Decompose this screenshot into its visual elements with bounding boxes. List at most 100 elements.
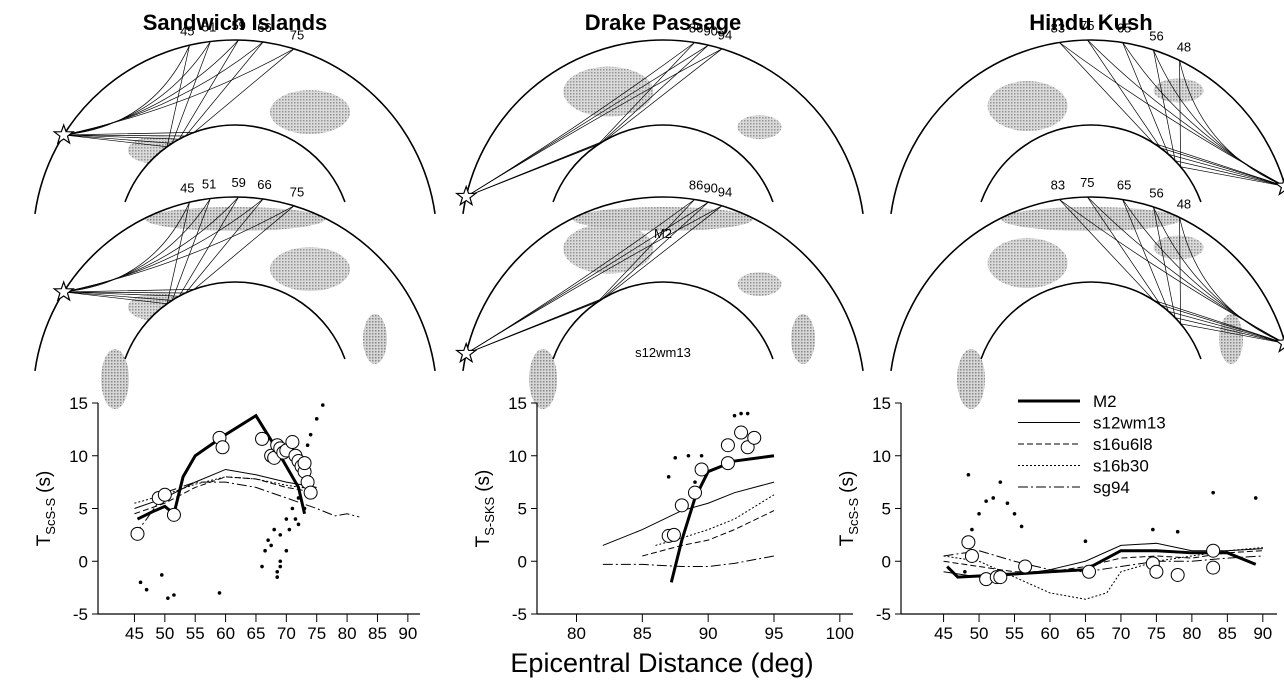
s-ray bbox=[63, 205, 295, 293]
scs-ray bbox=[63, 41, 211, 144]
scs-ray bbox=[63, 41, 264, 137]
y-axis-label: TScS-S (s) bbox=[34, 471, 58, 547]
data-dot bbox=[144, 587, 149, 592]
data-circle bbox=[734, 425, 749, 440]
x-tick-label: 90 bbox=[398, 624, 417, 643]
data-circle bbox=[666, 527, 681, 542]
distance-label: 66 bbox=[257, 177, 271, 192]
s-ray bbox=[1122, 199, 1284, 344]
x-tick-label: 65 bbox=[1076, 624, 1095, 643]
data-dot bbox=[284, 548, 289, 553]
data-circle bbox=[166, 507, 181, 522]
x-tick-label: 85 bbox=[633, 624, 652, 643]
source-star bbox=[454, 184, 478, 207]
s-ray bbox=[1179, 217, 1284, 344]
scs-ray bbox=[63, 202, 190, 305]
data-dot bbox=[320, 403, 325, 407]
data-dot bbox=[166, 596, 170, 600]
distance-label: 65 bbox=[1117, 178, 1131, 193]
distance-label: 94 bbox=[718, 184, 732, 199]
ray-diagram: 45 51 59 66 75 bbox=[34, 18, 436, 214]
x-tick-label: 75 bbox=[307, 624, 326, 643]
data-circle bbox=[1206, 543, 1221, 558]
data-dot bbox=[305, 443, 310, 448]
legend-label: s12wm13 bbox=[1093, 414, 1166, 433]
model-line bbox=[669, 454, 775, 583]
scs-ray bbox=[466, 48, 723, 197]
data-dot bbox=[970, 527, 974, 532]
data-dot bbox=[1083, 539, 1088, 544]
y-label-unit: (s) bbox=[34, 471, 55, 493]
data-dot bbox=[1012, 511, 1017, 516]
data-circle bbox=[740, 440, 755, 455]
data-dot bbox=[963, 570, 967, 574]
core-outline bbox=[124, 124, 346, 203]
distance-label: 75 bbox=[290, 27, 304, 42]
anomaly bbox=[737, 115, 782, 140]
model-label: M2 bbox=[654, 226, 672, 241]
distance-label: 83 bbox=[1051, 21, 1065, 36]
y-axis-label: TScS-S (s) bbox=[837, 471, 861, 547]
data-dot bbox=[314, 417, 319, 421]
s-ray bbox=[63, 41, 264, 136]
scs-ray bbox=[1179, 60, 1284, 187]
scs-ray bbox=[63, 196, 239, 297]
data-dot bbox=[745, 411, 750, 416]
mantle-outline bbox=[462, 196, 864, 371]
data-dot bbox=[293, 517, 298, 521]
distance-label: 51 bbox=[202, 20, 216, 35]
model-line bbox=[642, 510, 775, 557]
mantle-outline bbox=[890, 39, 1284, 214]
distance-label: 59 bbox=[231, 18, 245, 33]
ray-diagram: 86 90 94 bbox=[454, 21, 864, 214]
anomaly bbox=[957, 349, 985, 409]
data-dot bbox=[1005, 501, 1010, 506]
data-circle bbox=[297, 456, 312, 471]
legend-label: M2 bbox=[1093, 392, 1117, 411]
scs-ray bbox=[63, 45, 190, 148]
distance-label: 86 bbox=[689, 21, 703, 36]
distance-label: 86 bbox=[689, 178, 703, 193]
anomaly bbox=[573, 207, 753, 231]
ray-diagram: 83 75 65 56 48 bbox=[890, 18, 1284, 214]
distance-label: 45 bbox=[180, 23, 194, 38]
scs-ray bbox=[1179, 217, 1284, 344]
s-ray bbox=[465, 205, 723, 354]
data-dot bbox=[666, 475, 671, 479]
s-ray bbox=[63, 41, 211, 136]
s-ray bbox=[63, 202, 190, 293]
anomaly bbox=[363, 314, 387, 364]
s-ray bbox=[63, 45, 190, 136]
data-dot bbox=[287, 527, 292, 532]
model-line bbox=[943, 550, 1263, 573]
scs-ray bbox=[1153, 49, 1284, 187]
distance-label: 94 bbox=[718, 27, 732, 42]
data-dot bbox=[1019, 524, 1024, 529]
anomaly bbox=[1219, 314, 1243, 364]
y-label-sub: S-SKS bbox=[482, 496, 497, 535]
ray-diagram: 83 75 65 56 48 bbox=[890, 175, 1284, 409]
data-circle bbox=[303, 485, 318, 500]
data-circle bbox=[1149, 564, 1164, 579]
s-ray bbox=[1153, 49, 1284, 187]
anomaly bbox=[270, 247, 350, 292]
data-circle bbox=[1170, 567, 1185, 582]
scs-ray bbox=[63, 198, 211, 301]
data-circle bbox=[964, 548, 979, 563]
x-tick-label: 80 bbox=[338, 624, 357, 643]
y-label-sub: ScS-S bbox=[43, 498, 58, 535]
anomaly bbox=[791, 314, 815, 364]
anomaly bbox=[1153, 78, 1204, 103]
x-tick-label: 45 bbox=[125, 624, 144, 643]
data-dot bbox=[693, 480, 697, 484]
distance-label: 48 bbox=[1177, 39, 1191, 54]
data-dot bbox=[1211, 490, 1215, 495]
data-dot bbox=[266, 538, 270, 542]
data-circle bbox=[688, 485, 702, 500]
y-tick-label: 5 bbox=[882, 500, 891, 519]
scs-ray bbox=[63, 48, 295, 136]
scs-ray bbox=[1087, 39, 1284, 187]
core-outline bbox=[980, 124, 1202, 203]
data-dot bbox=[263, 548, 267, 553]
